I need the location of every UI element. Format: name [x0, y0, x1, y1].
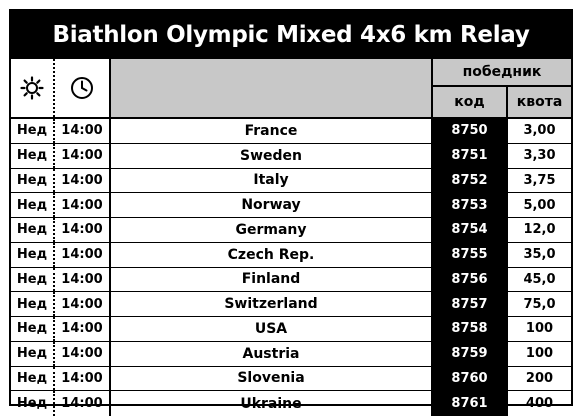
table-header: победник код квота	[11, 59, 571, 119]
code-cell: 8753	[433, 193, 508, 217]
odds-cell[interactable]: 12,0	[523, 222, 556, 238]
day-cell: Нед	[11, 292, 55, 316]
day-cell: Нед	[11, 218, 55, 242]
day-cell: Нед	[11, 267, 55, 292]
day-cell: Нед	[11, 341, 55, 366]
team-name-cell: Switzerland	[111, 292, 433, 316]
odds-cell[interactable]: 3,75	[523, 172, 556, 188]
code-cell: 8750	[433, 119, 508, 143]
table-row[interactable]: Нед 14:00 Austria 8759 100	[11, 341, 571, 367]
team-name-cell: Czech Rep.	[111, 242, 433, 267]
odds-cell[interactable]: 400	[525, 396, 554, 412]
odds-cell[interactable]: 35,0	[523, 247, 556, 263]
code-cell: 8759	[433, 341, 508, 366]
winner-header: победник	[433, 59, 571, 87]
time-cell: 14:00	[55, 242, 111, 267]
day-cell: Нед	[11, 119, 55, 143]
table-row[interactable]: Нед 14:00 Norway 8753 5,00	[11, 193, 571, 218]
day-cell: Нед	[11, 317, 55, 341]
table-body: Нед 14:00 France 8750 3,00 Нед 14:00 Sweden 8751…	[11, 119, 571, 416]
code-cell: 8751	[433, 143, 508, 168]
table-row[interactable]: Нед 14:00 Slovenia 8760 200	[11, 366, 571, 392]
table-row[interactable]: Нед 14:00 Germany 8754 12,0	[11, 218, 571, 243]
time-cell: 14:00	[55, 292, 111, 316]
team-name-cell: USA	[111, 317, 433, 341]
time-cell: 14:00	[55, 366, 111, 391]
code-cell: 8752	[433, 168, 508, 193]
odds-cell[interactable]: 3,00	[523, 123, 556, 139]
sun-icon	[20, 76, 44, 100]
day-cell: Нед	[11, 366, 55, 391]
time-cell: 14:00	[55, 168, 111, 193]
table-row[interactable]: Нед 14:00 France 8750 3,00	[11, 119, 571, 144]
odds-cell[interactable]: 75,0	[523, 296, 556, 312]
table-row[interactable]: Нед 14:00 USA 8758 100	[11, 317, 571, 342]
time-cell: 14:00	[55, 218, 111, 242]
time-cell: 14:00	[55, 317, 111, 341]
day-cell: Нед	[11, 242, 55, 267]
code-column-header: код	[433, 87, 508, 117]
team-name-cell: Austria	[111, 341, 433, 366]
day-cell: Нед	[11, 193, 55, 217]
time-cell: 14:00	[55, 391, 111, 416]
code-cell: 8761	[433, 391, 508, 416]
team-name-cell: France	[111, 119, 433, 143]
time-column-header	[55, 59, 111, 117]
time-cell: 14:00	[55, 119, 111, 143]
team-name-cell: Ukraine	[111, 391, 433, 416]
code-cell: 8756	[433, 267, 508, 292]
code-cell: 8757	[433, 292, 508, 316]
code-cell: 8755	[433, 242, 508, 267]
team-name-cell: Norway	[111, 193, 433, 217]
table-row[interactable]: Нед 14:00 Italy 8752 3,75	[11, 168, 571, 194]
page-title: Biathlon Olympic Mixed 4x6 km Relay	[11, 11, 571, 59]
odds-column-header: квота	[508, 87, 571, 117]
time-cell: 14:00	[55, 193, 111, 217]
team-name-cell: Sweden	[111, 143, 433, 168]
team-name-cell: Slovenia	[111, 366, 433, 391]
odds-sheet: Biathlon Olympic Mixed 4x6 km Relay	[9, 9, 573, 416]
table-row[interactable]: Нед 14:00 Sweden 8751 3,30	[11, 143, 571, 169]
odds-cell[interactable]: 3,30	[523, 148, 556, 164]
team-name-cell: Italy	[111, 168, 433, 193]
team-name-cell: Germany	[111, 218, 433, 242]
time-cell: 14:00	[55, 341, 111, 366]
table-row[interactable]: Нед 14:00 Ukraine 8761 400	[11, 391, 571, 416]
day-cell: Нед	[11, 391, 55, 416]
odds-cell[interactable]: 5,00	[523, 197, 556, 213]
code-cell: 8760	[433, 366, 508, 391]
odds-cell[interactable]: 45,0	[523, 271, 556, 287]
odds-cell[interactable]: 200	[525, 370, 554, 386]
code-cell: 8758	[433, 317, 508, 341]
table-row[interactable]: Нед 14:00 Switzerland 8757 75,0	[11, 292, 571, 317]
code-cell: 8754	[433, 218, 508, 242]
table-row[interactable]: Нед 14:00 Czech Rep. 8755 35,0	[11, 242, 571, 268]
clock-icon	[71, 77, 93, 99]
day-column-header	[11, 59, 55, 117]
name-column-header	[111, 59, 433, 117]
team-name-cell: Finland	[111, 267, 433, 292]
day-cell: Нед	[11, 168, 55, 193]
table-row[interactable]: Нед 14:00 Finland 8756 45,0	[11, 267, 571, 293]
time-cell: 14:00	[55, 267, 111, 292]
odds-cell[interactable]: 100	[525, 321, 554, 337]
time-cell: 14:00	[55, 143, 111, 168]
day-cell: Нед	[11, 143, 55, 168]
odds-cell[interactable]: 100	[525, 346, 554, 362]
